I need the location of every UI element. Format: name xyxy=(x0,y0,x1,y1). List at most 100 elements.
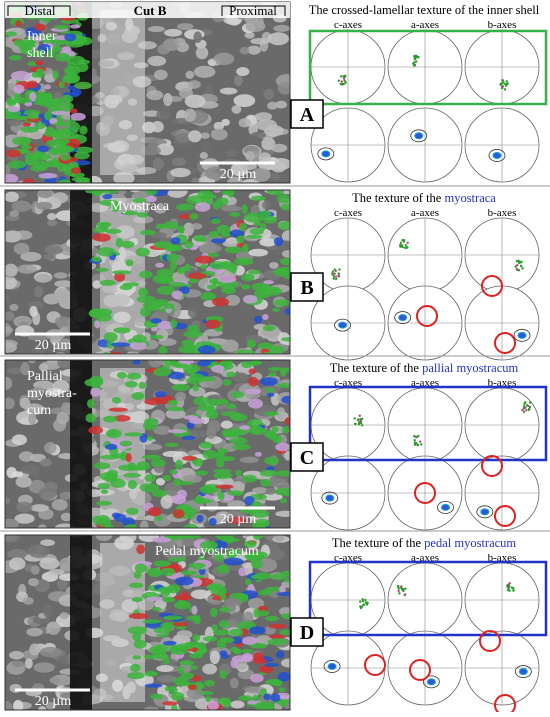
highlight-box xyxy=(308,385,548,462)
phase-grain xyxy=(175,203,195,211)
phase-grain xyxy=(147,569,163,578)
pole-point xyxy=(354,422,357,426)
grain xyxy=(6,466,17,479)
phase-grain xyxy=(155,262,165,268)
phase-grain xyxy=(243,212,264,223)
pole-point xyxy=(515,267,519,271)
phase-grain xyxy=(205,319,221,329)
pole-point xyxy=(528,401,532,404)
phase-grain xyxy=(239,222,247,232)
axis-label: c-axes xyxy=(334,19,362,31)
grain xyxy=(276,407,286,421)
phase-grain xyxy=(125,453,132,463)
phase-grain xyxy=(69,108,78,114)
contour xyxy=(410,129,428,143)
grain xyxy=(236,67,250,77)
pole-point xyxy=(339,82,342,85)
phase-grain xyxy=(220,537,240,543)
contour-core xyxy=(398,314,408,322)
pole-point xyxy=(353,417,356,420)
phase-grain xyxy=(242,294,258,304)
grain xyxy=(29,643,41,656)
title-text: The texture of the xyxy=(352,191,442,205)
phase-grain xyxy=(199,691,214,696)
phase-grain xyxy=(281,426,290,434)
pole-point xyxy=(515,259,519,263)
phase-grain xyxy=(38,172,58,179)
phase-grain xyxy=(226,371,237,378)
grain xyxy=(33,662,55,673)
phase-grain xyxy=(229,212,241,217)
phase-grain xyxy=(73,146,94,154)
grain xyxy=(38,363,49,372)
grain xyxy=(184,94,206,109)
grain xyxy=(271,143,288,153)
phase-grain xyxy=(136,544,145,555)
phase-grain xyxy=(106,524,114,528)
phase-grain xyxy=(163,360,176,366)
grain xyxy=(55,523,75,528)
contour xyxy=(513,328,531,342)
grain xyxy=(273,24,290,32)
phase-grain xyxy=(49,117,58,125)
grain xyxy=(183,108,197,122)
phase-grain xyxy=(278,698,289,707)
phase-grain xyxy=(124,380,138,388)
grain xyxy=(275,510,290,517)
phase-grain xyxy=(147,506,162,517)
title-highlight: myostraca xyxy=(444,191,496,205)
phase-grain xyxy=(213,539,228,550)
phase-grain xyxy=(188,653,204,659)
phase-grain xyxy=(236,349,255,354)
grain xyxy=(162,546,183,559)
grain xyxy=(195,46,209,60)
phase-grain xyxy=(219,669,228,679)
pole-point xyxy=(359,417,362,421)
grain xyxy=(239,46,250,55)
phase-grain xyxy=(150,326,158,332)
grain xyxy=(146,90,164,101)
header-center: Cut B xyxy=(134,3,167,18)
pole-point xyxy=(413,58,416,61)
phase-grain xyxy=(279,498,288,504)
phase-grain xyxy=(132,631,142,642)
phase-grain xyxy=(226,549,243,556)
axis-label: a-axes xyxy=(411,19,439,31)
micrograph xyxy=(5,535,290,710)
phase-grain xyxy=(193,396,211,406)
grain xyxy=(5,700,13,710)
phase-grain xyxy=(216,564,230,574)
phase-grain xyxy=(183,523,199,528)
pole-point xyxy=(401,238,404,242)
phase-grain xyxy=(85,413,97,423)
panel-letter: A xyxy=(300,104,315,126)
phase-grain xyxy=(167,429,187,434)
phase-grain xyxy=(262,324,276,332)
phase-grain xyxy=(251,559,263,569)
phase-grain xyxy=(279,585,286,594)
grain xyxy=(38,487,57,500)
grain xyxy=(251,167,271,182)
grain xyxy=(38,190,52,199)
pole-point xyxy=(403,246,407,250)
phase-grain xyxy=(200,292,217,301)
header-right: Proximal xyxy=(229,3,277,18)
pole-point xyxy=(342,82,345,86)
grain xyxy=(7,119,23,127)
phase-grain xyxy=(160,567,176,577)
grain xyxy=(26,627,43,637)
phase-grain xyxy=(102,194,113,200)
grain xyxy=(265,487,276,495)
phase-grain xyxy=(284,578,290,583)
phase-grain xyxy=(195,470,209,476)
phase-grain xyxy=(229,516,246,525)
phase-grain xyxy=(224,246,242,254)
grain xyxy=(51,499,68,511)
phase-grain xyxy=(157,586,174,594)
phase-grain xyxy=(130,466,146,471)
pole-point xyxy=(359,606,363,610)
phase-grain xyxy=(99,279,116,286)
phase-grain xyxy=(210,217,221,224)
phase-grain xyxy=(144,398,162,405)
phase-grain xyxy=(266,387,275,394)
